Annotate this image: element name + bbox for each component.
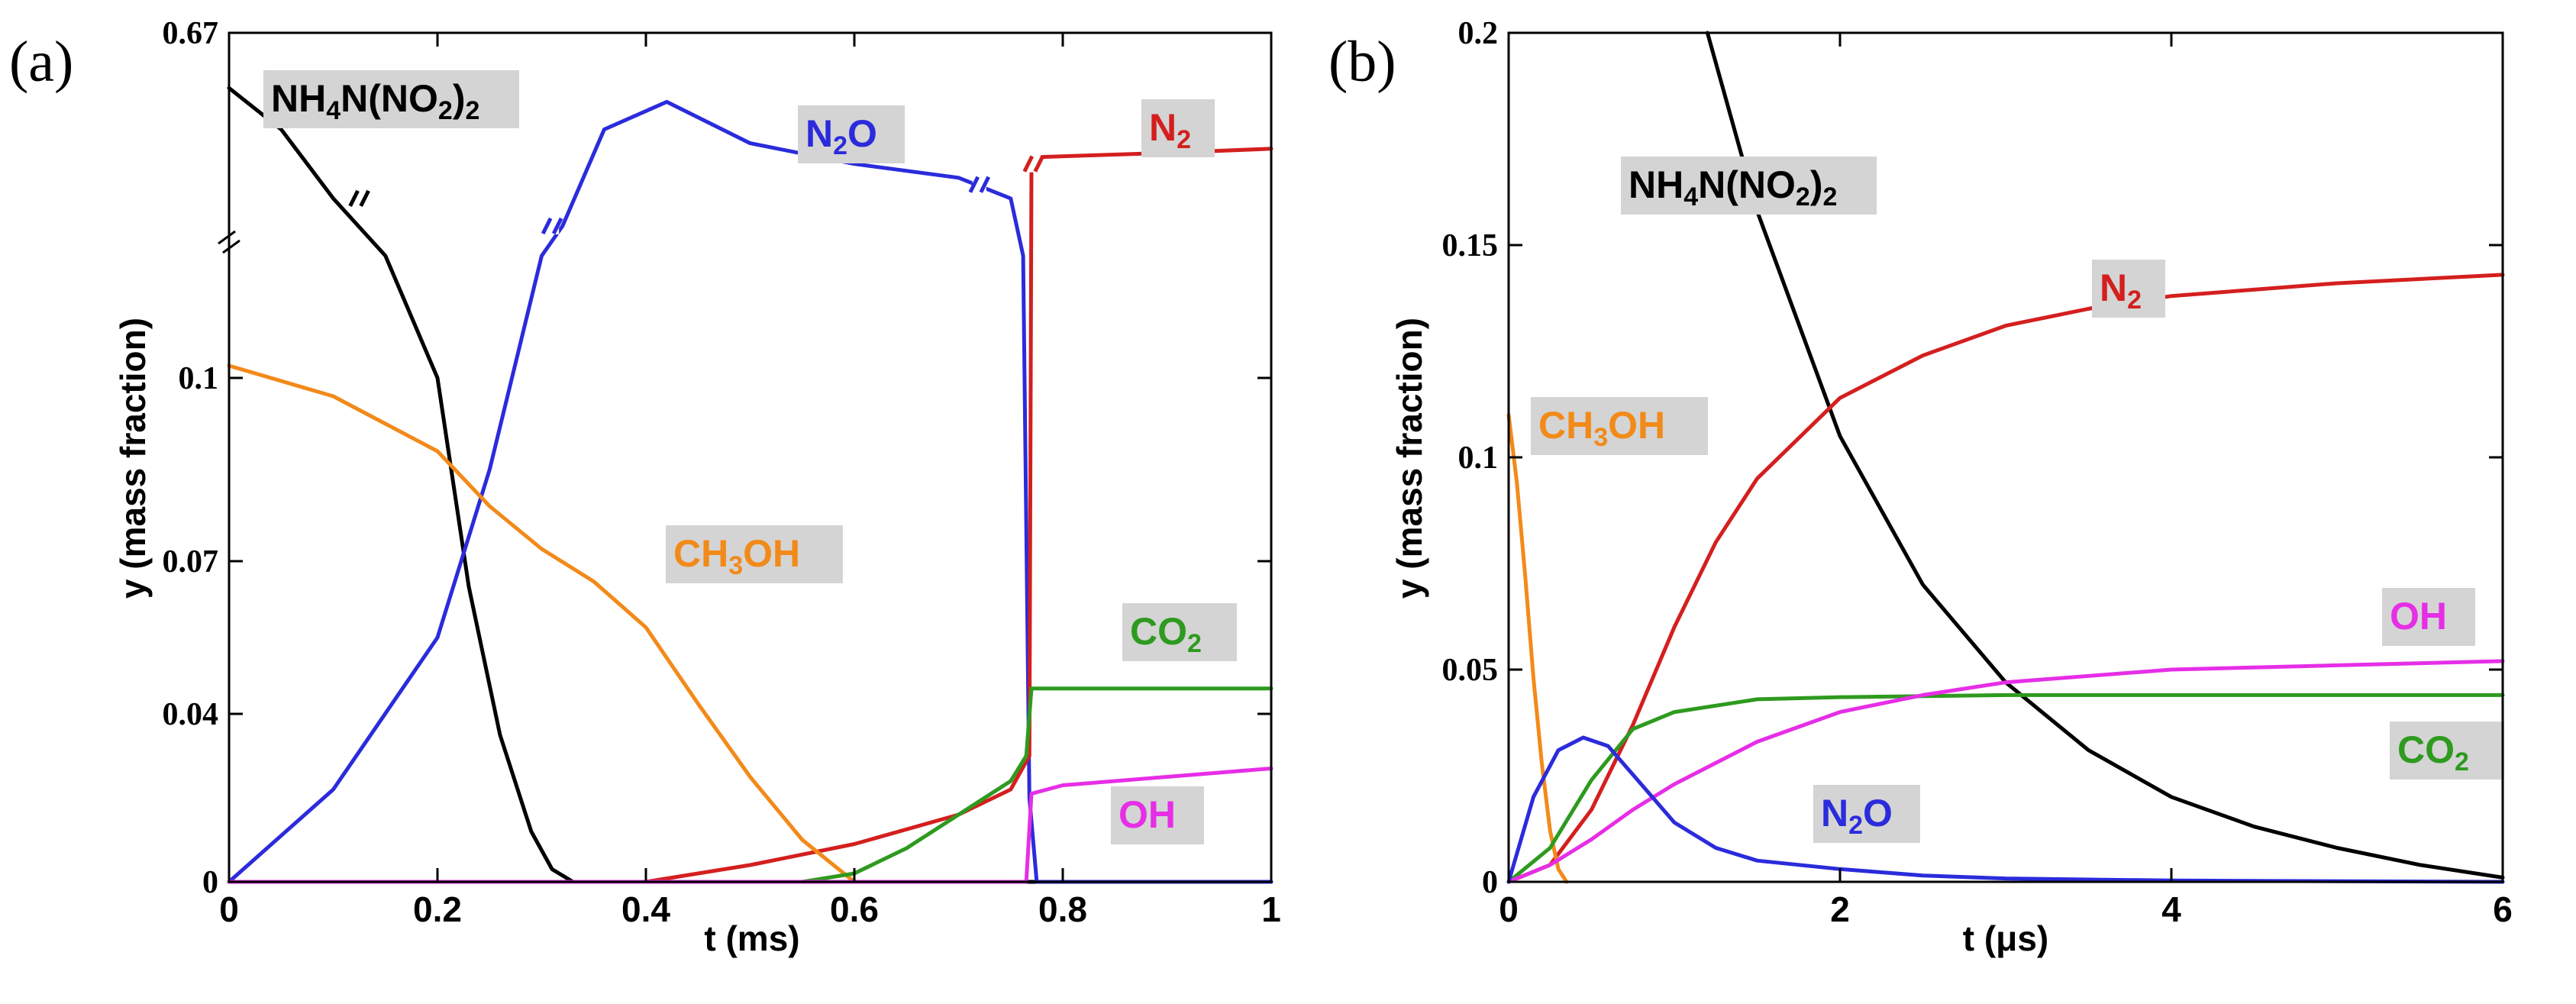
panel-a-species-labels: NH4N(NO2)2 N2O N2 CH3OH CO2 OH [263, 70, 1237, 844]
panel-a-label-n2o: N2O [798, 105, 905, 163]
panel-a-series-co2 [227, 686, 1273, 884]
curve-break-mark [541, 217, 553, 235]
axis-break-mark [218, 230, 236, 245]
panel-a-series-n2 [644, 147, 1273, 884]
panel-a-axis-breaks [218, 155, 1045, 254]
panel-b-curves [1506, 31, 2505, 884]
panel-a-label-oh: OH [1111, 786, 1204, 844]
label-box [798, 105, 905, 163]
panel-b-label-ch3oh: CH3OH [1531, 397, 1708, 455]
panel-b-x-axis-label: t (μs) [1963, 918, 2048, 958]
label-box [666, 525, 843, 583]
panel-a-ytick-label: 0.1 [179, 361, 219, 396]
curve-break-mark [968, 176, 980, 193]
panel-a-label: (a) [9, 30, 73, 94]
panel-b-series-oh [1506, 659, 2505, 884]
species-name: CH3OH [673, 532, 800, 580]
panel-a-label-n2: N2 [1141, 99, 1215, 157]
panel-a-xtick-label: 0.4 [621, 889, 670, 929]
panel-b-series-ch3oh [1506, 412, 1569, 884]
curve-break-mark [551, 217, 563, 235]
panel-b-label-n2o: N2O [1813, 785, 1920, 843]
panel-a-series-nh4n-no2-2 [227, 86, 1273, 884]
panel-b-label: (b) [1328, 30, 1396, 94]
panel-a-y-ticks: 0 0.04 0.07 0.1 0.67 [163, 16, 1271, 900]
panel-a-xtick-label: 0 [219, 889, 239, 929]
species-name: CH3OH [1538, 404, 1665, 452]
species-name: OH [1119, 793, 1176, 836]
curve-break-mark [348, 189, 360, 207]
panel-b-label-co2: CO2 [2390, 722, 2504, 780]
curve-break-mark [359, 189, 370, 207]
panel-a-x-axis-label: t (ms) [704, 918, 799, 958]
panel-b-label-oh: OH [2382, 588, 2475, 646]
label-box [263, 70, 519, 128]
panel-b-x-ticks: 0 2 4 6 [1499, 33, 2513, 929]
panel-b-ytick-label: 0.05 [1442, 653, 1499, 688]
species-name: N2O [805, 112, 877, 160]
species-name: N2 [1149, 106, 1191, 154]
panel-b-ytick-label: 0.15 [1442, 228, 1499, 263]
panel-b: (b) NH4N(NO2)2 N2 CH3OH CO2 OH N2O 0 2 4 6 0 0.05… [1328, 16, 2513, 958]
panel-b-series-nh4n-no2-2 [1705, 31, 2505, 880]
panel-b-xtick-label: 4 [2161, 889, 2181, 929]
panel-b-xtick-label: 6 [2493, 889, 2513, 929]
panel-b-xtick-label: 2 [1830, 889, 1850, 929]
label-box [1122, 603, 1237, 661]
panel-a-xtick-label: 1 [1261, 889, 1281, 929]
label-box [1813, 785, 1920, 843]
panel-a-series-ch3oh [227, 363, 857, 884]
panel-a-frame [228, 31, 1273, 883]
panel-a-xtick-label: 0.6 [830, 889, 879, 929]
panel-b-y-axis-label: y (mass fraction) [1390, 318, 1429, 599]
panel-a-ytick-label: 0 [202, 865, 218, 900]
axis-break-mark [222, 239, 240, 254]
curve-break-mark [1022, 155, 1035, 173]
panel-a-xtick-label: 0.8 [1038, 889, 1087, 929]
panel-a-ytick-label: 0.04 [163, 697, 219, 732]
species-name: NH4N(NO2)2 [1629, 163, 1837, 211]
species-name: OH [2390, 595, 2447, 638]
species-name: N2 [2100, 266, 2142, 315]
label-box [2382, 588, 2475, 646]
panel-b-ytick-label: 0 [1482, 865, 1498, 900]
panel-a: (a) NH4N(NO2)2 N2O N2 CH3OH CO2 OH 0 0.2 0.4 0.6… [9, 16, 1281, 958]
panel-a-xtick-label: 0.2 [413, 889, 462, 929]
panel-b-label-n2: N2 [2092, 260, 2165, 318]
label-box [1621, 157, 1877, 215]
species-name: CO2 [2397, 728, 2469, 776]
label-box [1531, 397, 1708, 455]
panel-b-ytick-label: 0.1 [1458, 441, 1499, 476]
panel-a-label-nh4n-no2-2: NH4N(NO2)2 [263, 70, 519, 128]
label-box [2092, 260, 2165, 318]
panel-b-ytick-label: 0.2 [1458, 16, 1499, 51]
curve-break-mark [979, 176, 991, 193]
species-name: N2O [1821, 792, 1893, 840]
curve-break-mark [1033, 155, 1045, 173]
species-name: NH4N(NO2)2 [271, 77, 479, 125]
panel-a-series-n2o [227, 99, 1273, 884]
panel-b-xtick-label: 0 [1499, 889, 1519, 929]
panel-b-series-n2o [1506, 735, 2505, 884]
panel-a-x-ticks: 0 0.2 0.4 0.6 0.8 1 [219, 33, 1281, 929]
label-box [1111, 786, 1204, 844]
label-box [1141, 99, 1215, 157]
species-name: CO2 [1130, 610, 1202, 658]
panel-a-label-co2: CO2 [1122, 603, 1237, 661]
panel-a-y-axis-label: y (mass fraction) [113, 318, 153, 599]
panel-a-label-ch3oh: CH3OH [666, 525, 843, 583]
panel-b-label-nh4n-no2-2: NH4N(NO2)2 [1621, 157, 1877, 215]
panel-b-y-ticks: 0 0.05 0.1 0.15 0.2 [1442, 16, 2503, 900]
panel-a-ytick-label: 0.67 [163, 16, 219, 51]
panel-b-series-co2 [1506, 692, 2505, 884]
panel-a-curves [227, 86, 1273, 884]
panel-a-ytick-label: 0.07 [163, 544, 219, 579]
panel-b-species-labels: NH4N(NO2)2 N2 CH3OH CO2 OH N2O [1531, 157, 2504, 843]
panel-b-series-n2 [1506, 273, 2505, 884]
label-box [2390, 722, 2504, 780]
